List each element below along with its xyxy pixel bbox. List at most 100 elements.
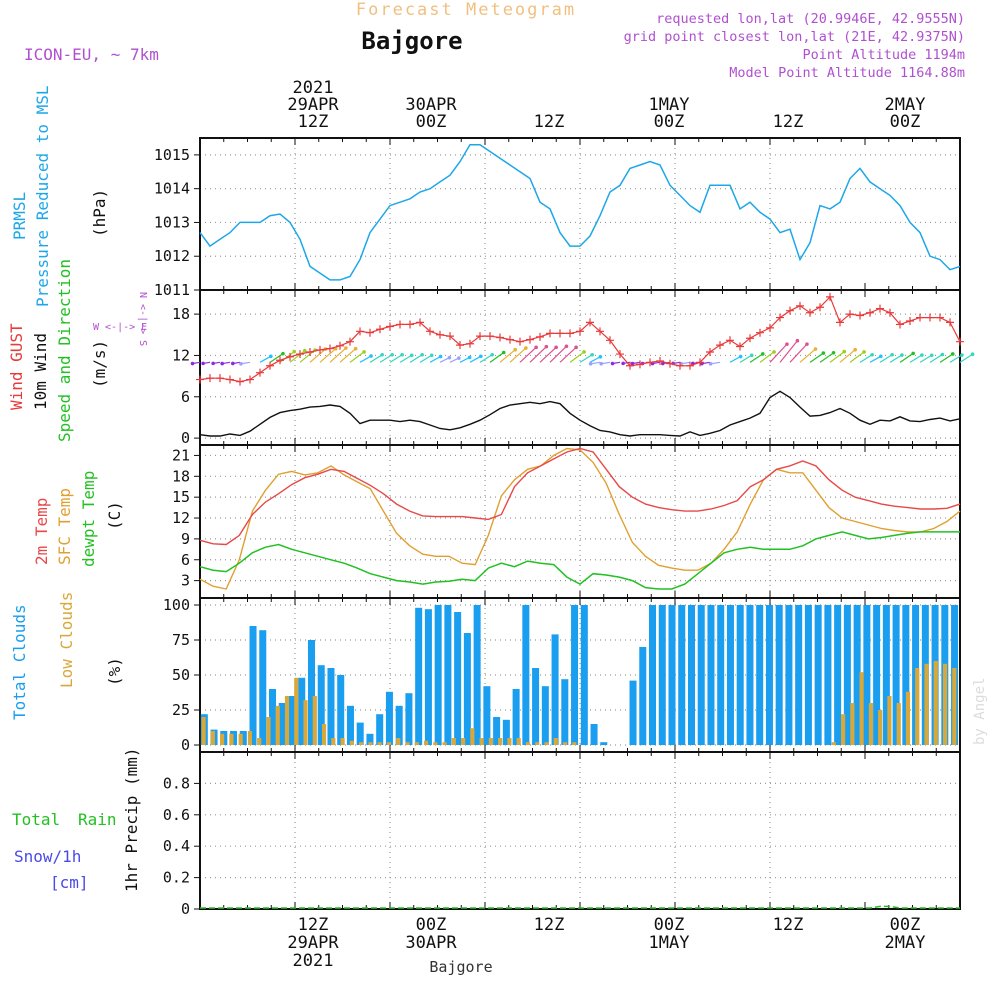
dewpt-label: dewpt Temp bbox=[79, 471, 98, 567]
total-cloud-bar bbox=[307, 640, 315, 745]
total-cloud-bar bbox=[697, 605, 705, 745]
wind-arrow bbox=[389, 354, 403, 363]
total-cloud-bar bbox=[678, 605, 686, 745]
gust-marker bbox=[626, 361, 634, 370]
wind-arrow-head bbox=[490, 352, 494, 357]
wind-arrow-head bbox=[380, 352, 384, 357]
gust-marker bbox=[326, 344, 334, 353]
total-cloud-bar bbox=[726, 605, 734, 745]
gust-marker bbox=[386, 322, 394, 331]
low-cloud-bar bbox=[275, 705, 280, 745]
total-cloud-bar bbox=[376, 714, 384, 745]
requested-coords: requested lon,lat (20.9946E, 42.9555N) bbox=[656, 11, 965, 27]
top-year-label: 2021 bbox=[293, 78, 334, 98]
gust-marker bbox=[416, 318, 424, 327]
gust-marker bbox=[316, 345, 324, 354]
total-cloud-bar bbox=[424, 609, 432, 745]
total-clouds-label: Total Clouds bbox=[10, 604, 29, 720]
bottom-time-axis: 12Z 29APR 2021 00Z 30APR 12Z 00Z 1MAY 12… bbox=[287, 915, 925, 971]
low-cloud-bar bbox=[266, 717, 271, 745]
low-cloud-bar bbox=[377, 742, 382, 745]
gust-marker bbox=[716, 341, 724, 350]
grid-point-coords: grid point closest lon,lat (21E, 42.9375… bbox=[624, 29, 965, 45]
wind-arrow-head bbox=[201, 361, 205, 366]
gust-marker bbox=[866, 308, 874, 317]
gust-marker bbox=[816, 303, 824, 312]
total-cloud-bar bbox=[405, 693, 413, 745]
total-cloud-bar bbox=[746, 605, 754, 745]
gust-marker bbox=[436, 330, 444, 339]
cloud-labels: Total Clouds Low Clouds (%) bbox=[10, 592, 124, 720]
gust-marker bbox=[946, 318, 954, 327]
wind-arrow bbox=[339, 348, 357, 363]
bottom-hour-label: 00Z bbox=[890, 915, 921, 935]
wind-arrow bbox=[929, 353, 943, 363]
wind-arrow-head bbox=[805, 342, 809, 346]
low-cloud-bar bbox=[220, 733, 225, 745]
gust-marker bbox=[336, 341, 344, 350]
gust-marker bbox=[546, 329, 554, 338]
y-tick-label: 1013 bbox=[154, 213, 190, 231]
total-cloud-bar bbox=[863, 605, 871, 745]
pressure-unit-label: (hPa) bbox=[90, 189, 109, 237]
gust-marker bbox=[196, 375, 204, 384]
wind-arrow bbox=[799, 348, 816, 363]
low-cloud-bar bbox=[201, 717, 206, 745]
bottom-date-label: 30APR bbox=[405, 933, 457, 953]
gust-marker bbox=[776, 313, 784, 322]
total-cloud-bar bbox=[288, 696, 296, 745]
total-cloud-bar bbox=[366, 733, 374, 745]
low-cloud-bar bbox=[868, 703, 873, 745]
low-cloud-bar bbox=[952, 668, 957, 745]
gust-marker bbox=[566, 329, 574, 338]
wind-arrow-head bbox=[870, 352, 874, 357]
gust-marker bbox=[686, 361, 694, 370]
wind-arrow-head bbox=[344, 346, 348, 350]
cm-label: [cm] bbox=[50, 873, 89, 892]
wind-arrow-head bbox=[749, 353, 754, 358]
wind-arrow bbox=[829, 351, 845, 363]
wind-arrow-head bbox=[900, 353, 904, 357]
prmsl-label: PRMSL bbox=[10, 192, 29, 240]
gust-marker bbox=[666, 359, 674, 368]
low-cloud-bar bbox=[405, 742, 410, 745]
gust-marker bbox=[656, 356, 664, 365]
wind-arrow-head bbox=[501, 350, 506, 355]
y-tick-label: 0 bbox=[181, 900, 190, 918]
sfc-temp-label: SFC Temp bbox=[55, 488, 74, 565]
wind-arrow-head bbox=[879, 354, 883, 359]
low-cloud-bar bbox=[915, 668, 920, 745]
bottom-date-label: 29APR bbox=[287, 933, 339, 953]
low-cloud-bar bbox=[878, 710, 883, 745]
gust-marker bbox=[836, 318, 844, 327]
top-hour-label: 00Z bbox=[890, 112, 921, 132]
gust-marker bbox=[456, 341, 464, 350]
gust-marker bbox=[746, 334, 754, 343]
total-cloud-bar bbox=[249, 626, 257, 745]
gust-marker bbox=[296, 350, 304, 359]
total-cloud-bar bbox=[317, 665, 325, 745]
wind-arrow-head bbox=[795, 338, 800, 343]
wind-arrow bbox=[409, 354, 423, 363]
wind-arrow bbox=[769, 343, 788, 363]
gust-marker bbox=[876, 304, 884, 313]
low-cloud-bar bbox=[359, 742, 364, 745]
wind-arrow bbox=[579, 354, 593, 363]
wind-arrow-head bbox=[438, 354, 443, 359]
panel-frame bbox=[199, 751, 961, 910]
gust-marker bbox=[256, 368, 264, 377]
total-cloud-bar bbox=[736, 605, 744, 745]
panel-wind: 0 6 12 18 bbox=[172, 289, 975, 447]
gust-marker bbox=[556, 329, 564, 338]
wind-arrow bbox=[859, 354, 873, 363]
total-cloud-bar bbox=[278, 703, 286, 745]
low-cloud-bar bbox=[479, 738, 484, 745]
y-tick-label: 0.4 bbox=[163, 837, 190, 855]
total-cloud-bar bbox=[395, 705, 403, 745]
gust-marker bbox=[736, 342, 744, 351]
low-cloud-bar bbox=[433, 742, 438, 745]
low-cloud-bar bbox=[850, 703, 855, 745]
bottom-hour-label: 00Z bbox=[416, 915, 447, 935]
low-cloud-bar bbox=[423, 740, 429, 745]
